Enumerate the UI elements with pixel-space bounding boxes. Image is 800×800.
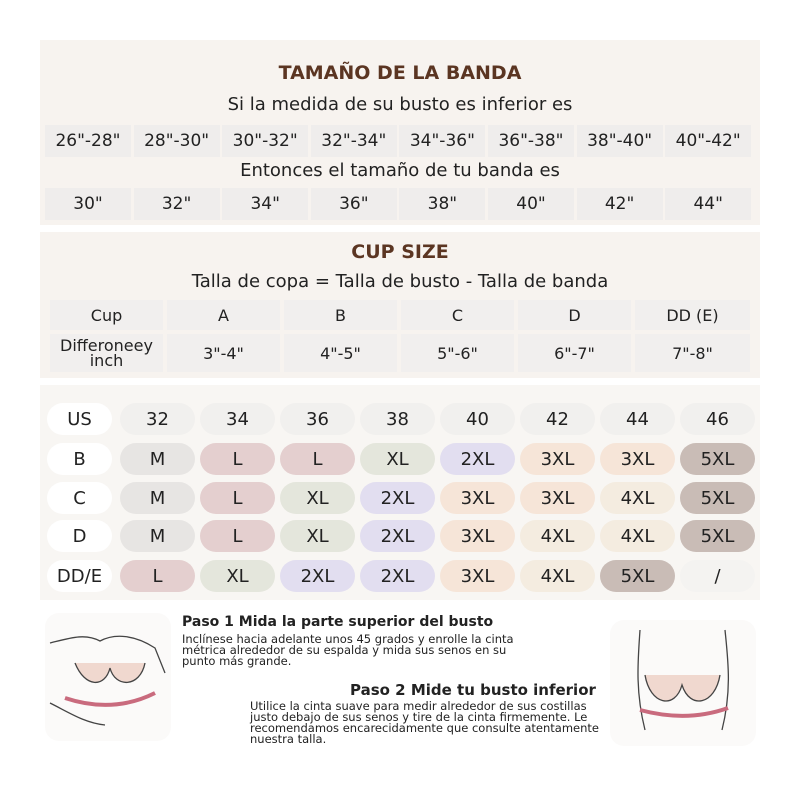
size-pill: 4XL (600, 520, 675, 552)
figure-upper-bust (45, 613, 171, 741)
size-pill: L (200, 443, 275, 475)
size-pill: 3XL (600, 443, 675, 475)
band-title: TAMAÑO DE LA BANDA (278, 62, 522, 84)
cup-formula: Talla de copa = Talla de busto - Talla d… (191, 270, 609, 292)
size-pill: XL (200, 560, 275, 592)
step-title: Paso 1 Mida la parte superior del busto (182, 614, 494, 630)
step-text: Utilice la cinta suave para medir alrede… (250, 699, 599, 746)
figure-under-bust (610, 620, 756, 746)
table-cell: 6"-7" (518, 334, 631, 372)
band-prompt: Entonces el tamaño de tu banda es (240, 159, 560, 181)
bust-range: 26"-28" (45, 125, 131, 157)
step-title: Paso 2 Mide tu busto inferior (350, 681, 596, 699)
size-pill: M (120, 443, 195, 475)
size-pill: 5XL (680, 482, 755, 514)
row-label: DD/E (47, 560, 112, 592)
size-pill: L (280, 443, 355, 475)
table-cell: DD (E) (635, 300, 750, 330)
bust-range: 38"-40" (576, 125, 663, 157)
row-label: US (47, 403, 112, 435)
us-size: 36 (280, 403, 355, 435)
size-pill: XL (280, 520, 355, 552)
table-cell: Differoneey inch (50, 334, 163, 372)
bust-prompt: Si la medida de su busto es inferior es (227, 93, 573, 115)
size-pill: XL (280, 482, 355, 514)
bust-range: 30"-32" (222, 125, 309, 157)
size-pill: L (200, 520, 275, 552)
row-label: D (47, 520, 112, 552)
bust-range: 34"-36" (399, 125, 486, 157)
us-size: 38 (360, 403, 435, 435)
band-size: 40" (488, 188, 574, 220)
size-pill: L (200, 482, 275, 514)
us-size: 32 (120, 403, 195, 435)
size-pill: 2XL (360, 482, 435, 514)
band-size: 32" (133, 188, 220, 220)
size-pill: 2XL (360, 520, 435, 552)
table-cell: A (167, 300, 280, 330)
bust-range: 40"-42" (665, 125, 752, 157)
size-pill: / (680, 560, 755, 592)
table-cell: 3"-4" (167, 334, 280, 372)
row-label: C (47, 482, 112, 514)
band-size: 38" (399, 188, 486, 220)
size-pill: M (120, 520, 195, 552)
size-pill: 4XL (520, 560, 595, 592)
table-cell: C (401, 300, 514, 330)
us-size: 44 (600, 403, 675, 435)
us-size: 34 (200, 403, 275, 435)
cup-title: CUP SIZE (351, 241, 449, 263)
size-pill: 3XL (440, 482, 515, 514)
row-label: B (47, 443, 112, 475)
step-text: Inclínese hacia adelante unos 45 grados … (182, 632, 514, 668)
us-size: 42 (520, 403, 595, 435)
size-pill: M (120, 482, 195, 514)
table-cell: D (518, 300, 631, 330)
size-pill: 2XL (280, 560, 355, 592)
size-pill: 4XL (520, 520, 595, 552)
size-pill: 3XL (520, 482, 595, 514)
bust-range: 32"-34" (310, 125, 397, 157)
band-size: 34" (222, 188, 309, 220)
band-size: 42" (576, 188, 663, 220)
us-size: 46 (680, 403, 755, 435)
size-pill: 3XL (520, 443, 595, 475)
table-cell: Cup (50, 300, 163, 330)
size-pill: 5XL (680, 443, 755, 475)
size-pill: 3XL (440, 520, 515, 552)
band-size: 36" (310, 188, 397, 220)
band-size: 44" (665, 188, 752, 220)
size-pill: 5XL (600, 560, 675, 592)
bust-range: 28"-30" (133, 125, 220, 157)
size-pill: 4XL (600, 482, 675, 514)
size-pill: 2XL (440, 443, 515, 475)
table-cell: 4"-5" (284, 334, 397, 372)
us-size: 40 (440, 403, 515, 435)
size-pill: XL (360, 443, 435, 475)
size-pill: 5XL (680, 520, 755, 552)
band-size: 30" (45, 188, 131, 220)
table-cell: B (284, 300, 397, 330)
size-pill: L (120, 560, 195, 592)
size-pill: 3XL (440, 560, 515, 592)
bust-range: 36"-38" (488, 125, 574, 157)
table-cell: 5"-6" (401, 334, 514, 372)
table-cell: 7"-8" (635, 334, 750, 372)
size-pill: 2XL (360, 560, 435, 592)
